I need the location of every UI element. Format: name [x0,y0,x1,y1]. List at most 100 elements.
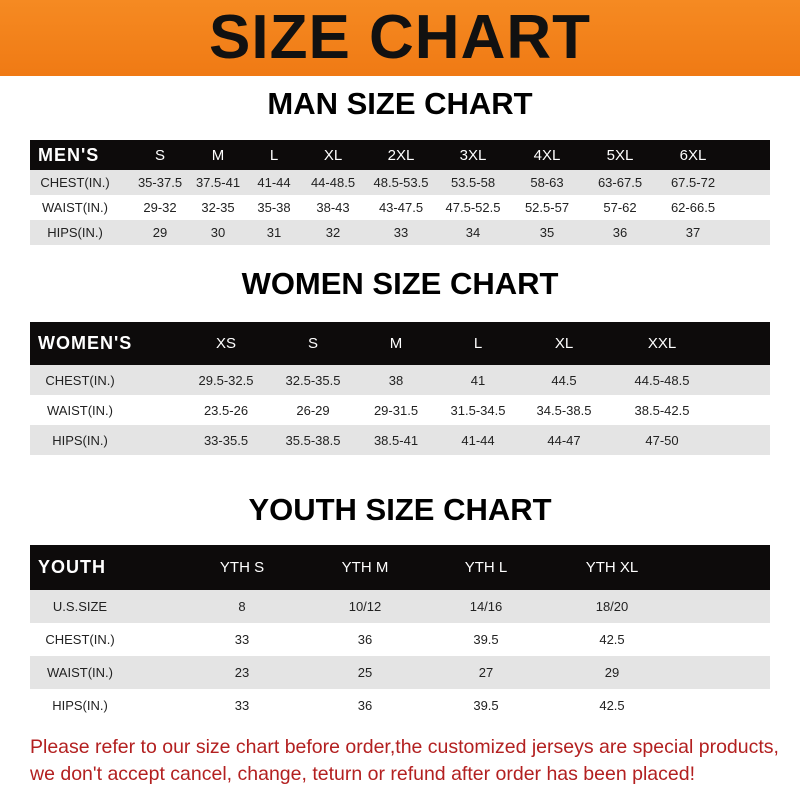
measurement-value: 27 [478,665,494,680]
measurement-value: 36 [357,698,373,713]
measurement-value: 35 [539,225,555,240]
measurement-label: WAIST(IN.) [47,402,113,418]
table-category-header: MEN'S [38,144,100,165]
size-column-header: YTH XL [585,559,639,576]
measurement-value: 29 [152,225,168,240]
measurement-value: 47.5-52.5 [445,200,501,215]
measurement-value: 18/20 [595,599,629,614]
size-column-header: M [211,146,225,164]
order-notice: Please refer to our size chart before or… [30,734,779,788]
measurement-label: WAIST(IN.) [47,665,113,680]
measurement-value: 33 [234,632,250,647]
measurement-value: 29 [604,665,620,680]
banner: SIZE CHART [0,0,800,76]
table-header-row: WOMEN'S XS S M L XL XXL [30,322,770,365]
men-size-table: MEN'S S M L XL 2XL 3XL 4XL 5XL 6XL CHEST(IN.) 35-37… [30,140,770,245]
youth-section-title: YOUTH SIZE CHART [248,492,552,527]
measurement-value: 29.5-32.5 [198,372,254,388]
measurement-label: CHEST(IN.) [40,175,110,190]
measurement-value: 52.5-57 [524,200,570,215]
size-column-header: 2XL [387,146,415,164]
measurement-value: 38.5-41 [373,432,419,448]
table-category-header: YOUTH [38,557,106,577]
measurement-value: 67.5-72 [670,175,716,190]
size-column-header: 4XL [533,146,561,164]
measurement-value: 63-67.5 [597,175,643,190]
measurement-value: 29-32 [143,200,177,215]
measurement-value: 36 [357,632,373,647]
measurement-value: 44.5-48.5 [634,372,690,388]
measurement-value: 34 [465,225,481,240]
measurement-value: 32 [325,225,341,240]
order-notice-line-2: we don't accept cancel, change, teturn o… [30,763,695,785]
measurement-value: 26-29 [296,402,330,418]
measurement-value: 57-62 [603,200,637,215]
measurement-label: CHEST(IN.) [45,372,115,388]
table-row: WAIST(IN.) 23 25 27 29 [30,656,770,689]
measurement-label: HIPS(IN.) [52,432,108,448]
measurement-value: 43-47.5 [378,200,424,215]
size-column-header: YTH S [219,559,265,576]
table-row: CHEST(IN.) 35-37.5 37.5-41 41-44 44-48.5 48.5… [30,170,770,195]
measurement-value: 31.5-34.5 [450,402,506,418]
size-column-header: 3XL [459,146,487,164]
measurement-value: 33-35.5 [203,432,249,448]
table-row: CHEST(IN.) 33 36 39.5 42.5 [30,623,770,656]
measurement-value: 47-50 [645,432,679,448]
measurement-value: 14/16 [469,599,503,614]
measurement-value: 31 [266,225,282,240]
measurement-value: 33 [234,698,250,713]
measurement-value: 41-44 [257,175,291,190]
measurement-value: 35-37.5 [137,175,183,190]
table-row: HIPS(IN.) 33-35.5 35.5-38.5 38.5-41 41-44 44-… [30,425,770,455]
measurement-value: 23.5-26 [203,402,249,418]
measurement-value: 53.5-58 [450,175,496,190]
size-column-header: 6XL [679,146,707,164]
measurement-label: HIPS(IN.) [47,225,103,240]
measurement-value: 42.5 [599,698,625,713]
measurement-label: CHEST(IN.) [45,632,115,647]
size-column-header: S [154,146,166,164]
measurement-value: 42.5 [599,632,625,647]
size-column-header: S [307,335,319,352]
size-column-header: YTH L [464,559,508,576]
size-column-header: XXL [647,335,677,352]
size-column-header: L [269,146,279,164]
measurement-value: 62-66.5 [670,200,716,215]
table-row: WAIST(IN.) 29-32 32-35 35-38 38-43 43-47.5 47.… [30,195,770,220]
order-notice-line-1: Please refer to our size chart before or… [30,736,779,758]
men-section-title: MAN SIZE CHART [267,86,533,121]
measurement-value: 32.5-35.5 [285,372,341,388]
measurement-value: 44-48.5 [310,175,356,190]
measurement-value: 38 [388,372,404,388]
measurement-value: 41 [470,372,486,388]
measurement-value: 23 [234,665,250,680]
banner-title: SIZE CHART [209,3,591,72]
measurement-label: HIPS(IN.) [52,698,108,713]
size-column-header: 5XL [606,146,634,164]
measurement-value: 35.5-38.5 [285,432,341,448]
measurement-label: U.S.SIZE [52,599,108,614]
measurement-value: 38.5-42.5 [634,402,690,418]
size-column-header: XL [554,335,574,352]
measurement-value: 29-31.5 [373,402,419,418]
measurement-value: 58-63 [530,175,564,190]
measurement-value: 33 [393,225,409,240]
size-column-header: YTH M [341,559,389,576]
table-row: WAIST(IN.) 23.5-26 26-29 29-31.5 31.5-34.5 34… [30,395,770,425]
table-category-header: WOMEN'S [38,333,133,353]
table-row: U.S.SIZE 8 10/12 14/16 18/20 [30,590,770,623]
measurement-value: 35-38 [257,200,291,215]
measurement-value: 37.5-41 [195,175,241,190]
measurement-value: 36 [612,225,628,240]
measurement-label: WAIST(IN.) [42,200,108,215]
measurement-value: 38-43 [316,200,350,215]
size-column-header: M [389,335,403,352]
measurement-value: 10/12 [348,599,382,614]
measurement-value: 44.5 [551,372,577,388]
table-row: HIPS(IN.) 29 30 31 32 33 34 35 36 37 [30,220,770,245]
measurement-value: 25 [357,665,373,680]
table-header-row: MEN'S S M L XL 2XL 3XL 4XL 5XL 6XL [30,140,770,170]
measurement-value: 39.5 [473,632,499,647]
